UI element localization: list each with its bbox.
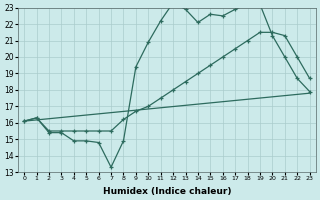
X-axis label: Humidex (Indice chaleur): Humidex (Indice chaleur) <box>103 187 231 196</box>
